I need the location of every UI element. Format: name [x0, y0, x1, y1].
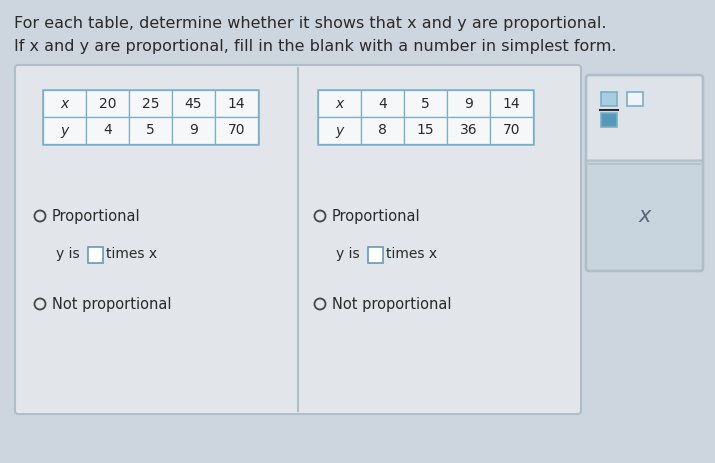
Bar [88, 247, 103, 263]
Bar [129, 90, 172, 117]
Text: 70: 70 [228, 124, 245, 138]
Bar [172, 90, 215, 117]
Text: y is: y is [336, 247, 360, 261]
Text: 9: 9 [464, 96, 473, 111]
Text: 20: 20 [99, 96, 117, 111]
Bar [490, 90, 533, 117]
Bar [361, 90, 404, 117]
Text: y: y [335, 124, 344, 138]
Bar [601, 113, 617, 127]
Text: 14: 14 [227, 96, 245, 111]
Bar [215, 117, 258, 144]
Bar [43, 117, 86, 144]
Text: If x and y are proportional, fill in the blank with a number in simplest form.: If x and y are proportional, fill in the… [14, 39, 616, 54]
Bar [172, 117, 215, 144]
Text: y is: y is [56, 247, 79, 261]
Bar [447, 117, 490, 144]
Text: 36: 36 [460, 124, 478, 138]
Bar [43, 90, 258, 144]
Bar [404, 90, 447, 117]
Text: 5: 5 [421, 96, 430, 111]
Bar [129, 117, 172, 144]
Text: x: x [60, 96, 69, 111]
FancyBboxPatch shape [15, 65, 581, 414]
Text: 25: 25 [142, 96, 159, 111]
Text: Proportional: Proportional [332, 208, 420, 224]
Text: 45: 45 [184, 96, 202, 111]
Text: 4: 4 [103, 124, 112, 138]
Text: times x: times x [106, 247, 157, 261]
Text: For each table, determine whether it shows that x and y are proportional.: For each table, determine whether it sho… [14, 16, 606, 31]
Text: Not proportional: Not proportional [52, 296, 172, 312]
Bar [318, 90, 533, 144]
Bar [43, 90, 86, 117]
Text: 15: 15 [417, 124, 434, 138]
Bar [215, 90, 258, 117]
Text: 8: 8 [378, 124, 387, 138]
Text: x: x [638, 206, 651, 226]
FancyBboxPatch shape [586, 75, 703, 167]
Text: times x: times x [386, 247, 437, 261]
Text: 5: 5 [146, 124, 155, 138]
Text: 14: 14 [503, 96, 521, 111]
Text: Proportional: Proportional [52, 208, 141, 224]
Bar [318, 117, 361, 144]
Bar [404, 117, 447, 144]
Text: Not proportional: Not proportional [332, 296, 451, 312]
Bar [627, 92, 643, 106]
Bar [86, 117, 129, 144]
Bar [361, 117, 404, 144]
Bar [447, 90, 490, 117]
Bar [318, 90, 361, 117]
Text: 4: 4 [378, 96, 387, 111]
Bar [368, 247, 383, 263]
Text: 70: 70 [503, 124, 521, 138]
Bar [490, 117, 533, 144]
Bar [601, 92, 617, 106]
Bar [86, 90, 129, 117]
Text: 9: 9 [189, 124, 198, 138]
Text: x: x [335, 96, 344, 111]
Text: y: y [60, 124, 69, 138]
FancyBboxPatch shape [586, 161, 703, 271]
